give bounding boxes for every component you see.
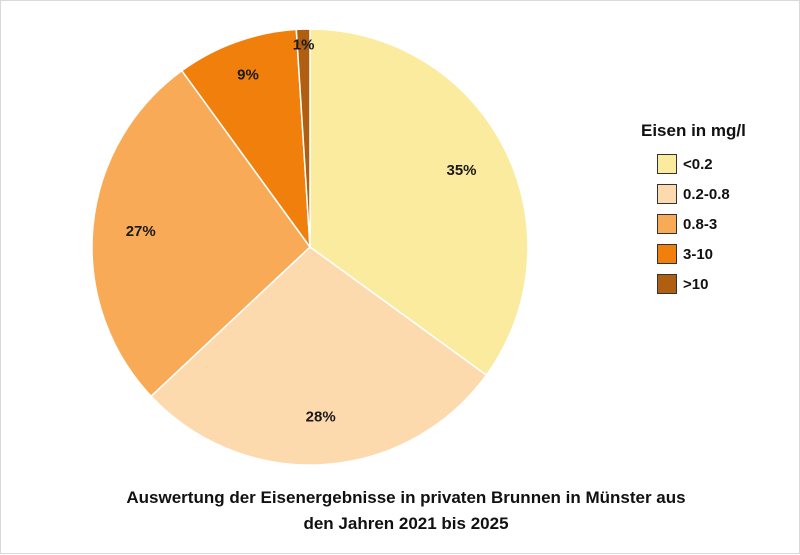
- legend-item-gt-10: >10: [657, 269, 791, 299]
- pie-slice-5: [295, 28, 311, 248]
- chart-title: Auswertung der Eisenergebnisse in privat…: [81, 485, 731, 537]
- legend-label: 0.8-3: [683, 215, 718, 233]
- legend-item-0-8-3: 0.8-3: [657, 209, 791, 239]
- legend-item-0-2-0-8: 0.2-0.8: [657, 179, 791, 209]
- legend-label: 0.2-0.8: [683, 185, 730, 203]
- data-label-3: 27%: [126, 223, 156, 240]
- pie-slice-3: [91, 69, 311, 398]
- legend-title: Eisen in mg/l: [641, 121, 746, 140]
- chart-title-line-1: Auswertung der Eisenergebnisse in privat…: [126, 488, 686, 507]
- legend-swatch: [657, 214, 677, 234]
- legend-item-3-10: 3-10: [657, 239, 791, 269]
- legend-swatch: [657, 154, 677, 174]
- legend-label: >10: [683, 275, 709, 293]
- legend-swatch: [657, 184, 677, 204]
- data-label-2: 28%: [306, 409, 336, 426]
- data-label-4: 9%: [237, 67, 259, 84]
- data-label-5: 1%: [293, 36, 315, 53]
- data-label-1: 35%: [446, 162, 476, 179]
- pie-slice-1: [309, 28, 529, 377]
- legend-label: <0.2: [683, 155, 713, 173]
- pie-slice-2: [150, 246, 488, 466]
- chart-title-line-2: den Jahren 2021 bis 2025: [303, 514, 509, 533]
- legend-swatch: [657, 274, 677, 294]
- legend: Eisen in mg/l <0.2 0.2-0.8 0.8-3 3-10 >1…: [641, 121, 791, 299]
- legend-swatch: [657, 244, 677, 264]
- pie-slice-4: [180, 28, 311, 250]
- legend-item-lt-0-2: <0.2: [657, 149, 791, 179]
- legend-label: 3-10: [683, 245, 714, 263]
